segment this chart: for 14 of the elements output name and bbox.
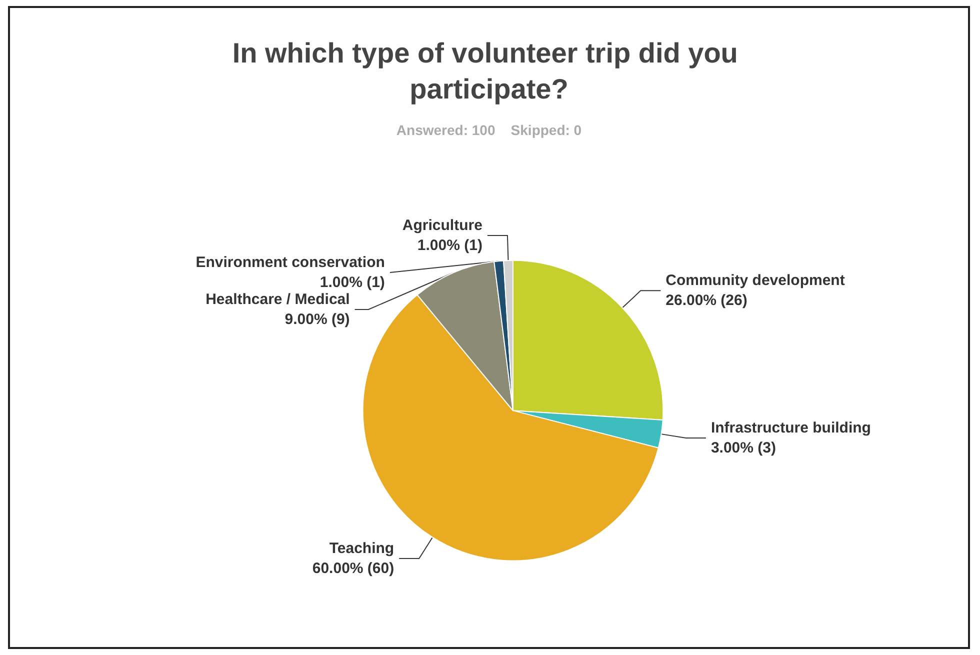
slice-label: Environment conservation	[196, 254, 385, 271]
data-label: 60.00% (60)	[312, 560, 394, 577]
slice-label: Agriculture	[402, 216, 482, 234]
data-label: 3.00% (3)	[710, 439, 776, 456]
slice-label: Infrastructure building	[710, 419, 871, 436]
slice-label: Healthcare / Medical	[206, 290, 350, 308]
data-label: 1.00% (1)	[417, 236, 482, 254]
slice-label: Teaching	[329, 540, 394, 557]
chart-subtitle: Answered: 100 Skipped: 0	[396, 122, 582, 138]
slice-label: Community development	[666, 272, 845, 290]
data-label: 1.00% (1)	[320, 274, 385, 291]
data-label: 26.00% (26)	[666, 292, 748, 310]
chart-title: In which type of volunteer trip did you participate?	[232, 38, 746, 104]
data-label: 9.00% (9)	[284, 310, 350, 328]
